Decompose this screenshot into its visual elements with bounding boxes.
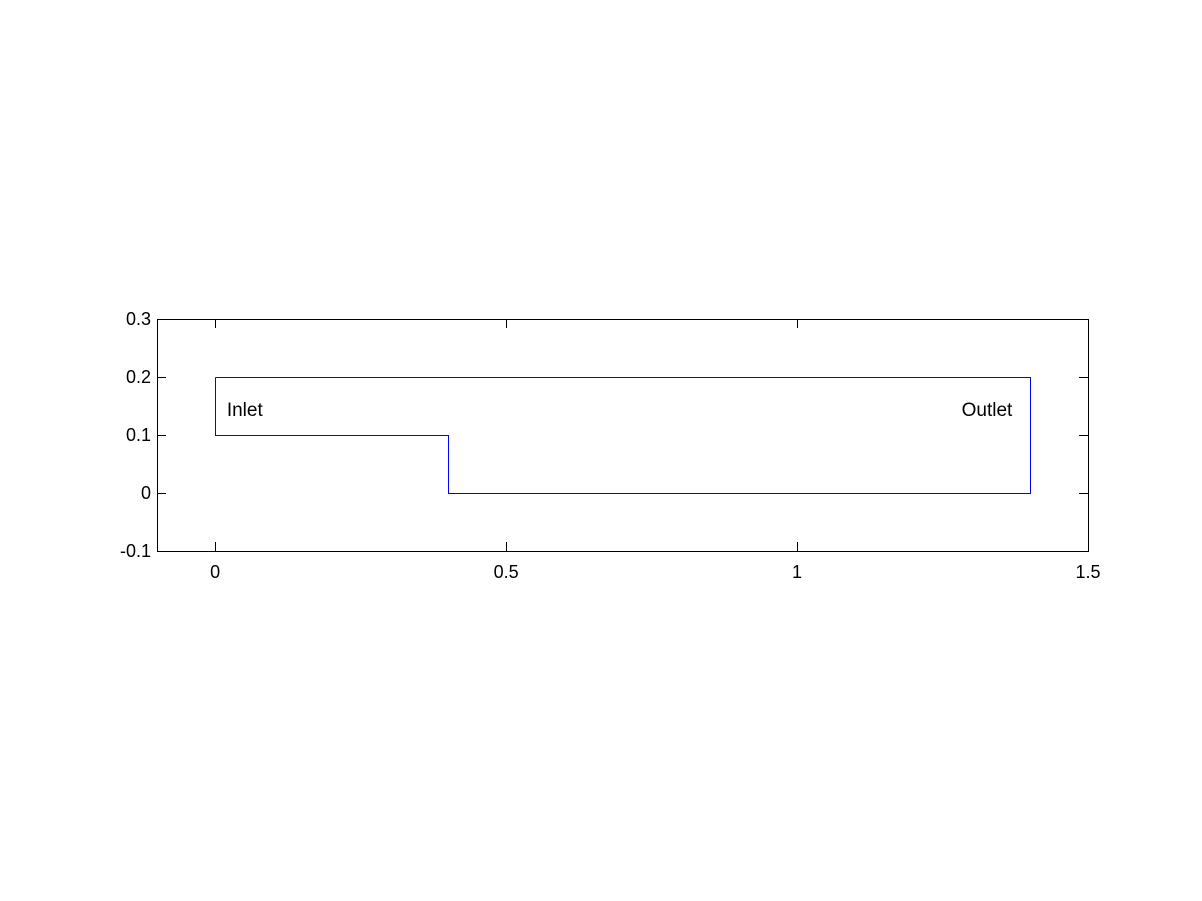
- annotation-inlet: Inlet: [227, 400, 264, 421]
- y-tick-label: 0: [141, 483, 151, 503]
- x-tick-label: 0: [210, 562, 220, 582]
- x-tick-label: 1: [792, 562, 802, 582]
- series-line-0: [215, 377, 1031, 494]
- y-tick-label: -0.1: [120, 541, 151, 561]
- x-tick-label: 0.5: [494, 562, 519, 582]
- x-tick-label: 1.5: [1075, 562, 1100, 582]
- y-tick-label: 0.2: [126, 367, 151, 387]
- axes-layer: 0 0.5 1 1.5 -0.1 0 0.1 0.2 0.3: [120, 309, 1101, 582]
- y-tick-label: 0.3: [126, 309, 151, 329]
- annotation-layer: Inlet Outlet: [227, 400, 1013, 421]
- series-layer: [215, 377, 1031, 494]
- annotation-outlet: Outlet: [962, 400, 1013, 421]
- y-tick-label: 0.1: [126, 425, 151, 445]
